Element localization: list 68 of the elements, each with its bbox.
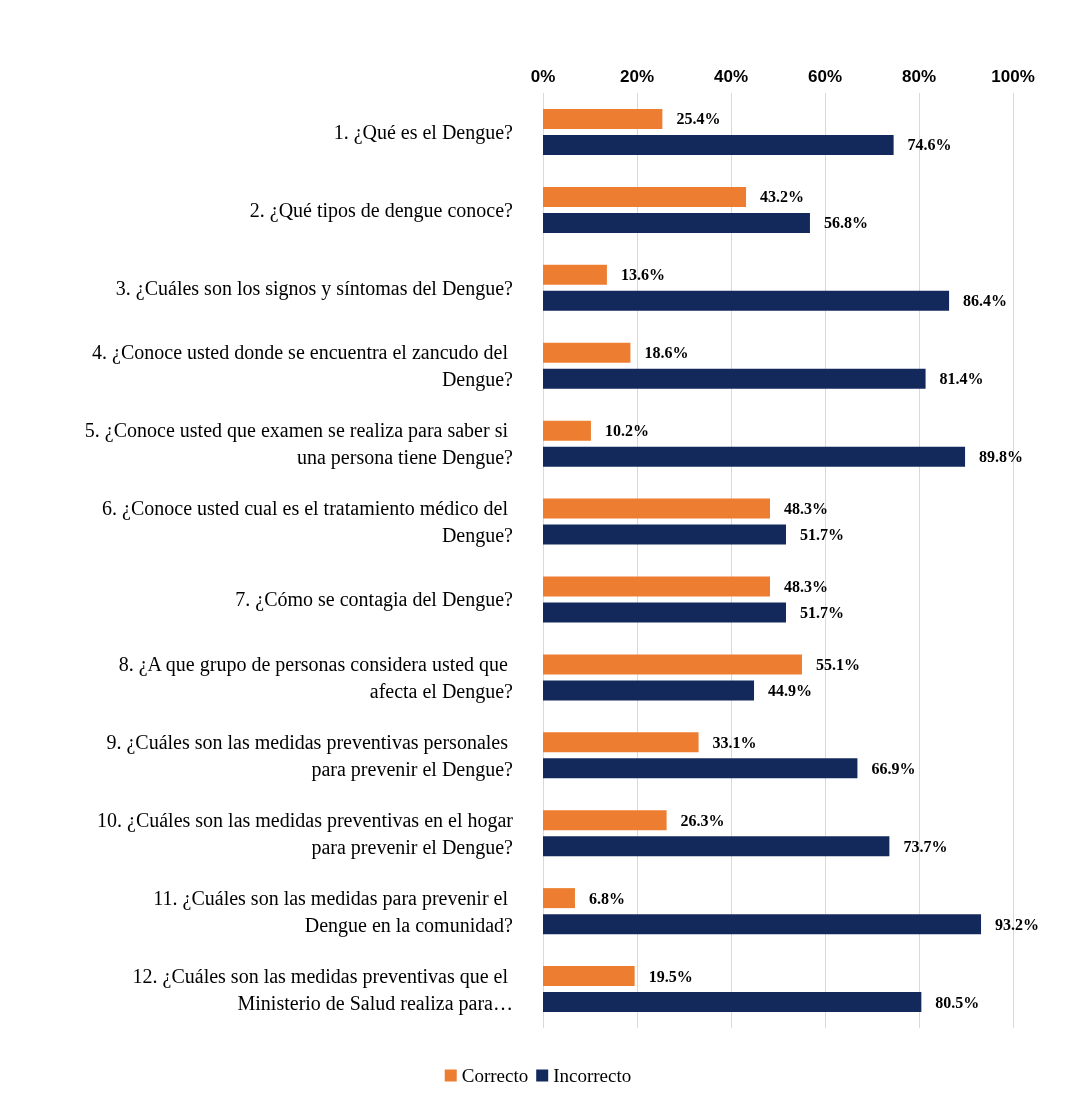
bar <box>543 576 771 597</box>
bar <box>543 290 950 311</box>
data-label: 25.4% <box>676 110 721 128</box>
y-tick-label: 1. ¿Qué es el Dengue? <box>333 120 514 144</box>
bar <box>543 966 635 987</box>
y-tick-label: 7. ¿Cómo se contagia del Dengue? <box>235 588 514 612</box>
x-tick-label: 80% <box>901 67 937 86</box>
y-tick-label: 3. ¿Cuáles son los signos y síntomas del Dengue? <box>115 276 514 300</box>
bar <box>543 108 663 129</box>
bar <box>543 342 631 363</box>
x-tick-label: 20% <box>619 67 655 86</box>
data-label: 48.3% <box>784 577 829 595</box>
data-label: 51.7% <box>799 526 844 544</box>
data-label: 26.3% <box>680 811 725 829</box>
bar <box>543 368 926 389</box>
data-label: 89.8% <box>979 448 1024 466</box>
data-label: 74.6% <box>907 136 952 154</box>
data-label: 66.9% <box>871 759 916 777</box>
data-label: 51.7% <box>799 603 844 621</box>
data-label: 80.5% <box>935 993 980 1011</box>
data-label: 86.4% <box>963 292 1008 310</box>
bar <box>543 732 699 753</box>
x-tick-label: 100% <box>991 67 1035 86</box>
bar <box>543 888 575 909</box>
data-label: 48.3% <box>784 500 829 518</box>
y-tick-label: 8. ¿A que grupo de personas considera usted que afecta el Dengue? <box>118 652 514 703</box>
x-tick-label: 60% <box>807 67 843 86</box>
data-label: 44.9% <box>768 681 813 699</box>
bar <box>543 914 982 935</box>
bar <box>543 602 786 623</box>
data-label: 10.2% <box>604 422 649 440</box>
legend-label: Incorrecto <box>553 1065 632 1086</box>
bar <box>543 446 966 467</box>
data-label: 33.1% <box>712 733 757 751</box>
legend-label: Correcto <box>461 1065 529 1086</box>
bar <box>543 186 747 207</box>
data-label: 18.6% <box>644 344 689 362</box>
data-label: 55.1% <box>815 655 860 673</box>
y-tick-label: 12. ¿Cuáles son las medidas preventivas que el Ministerio de Salud realiza para… <box>132 964 513 1015</box>
bar <box>543 758 858 779</box>
x-tick-label: 40% <box>713 67 749 86</box>
bar <box>543 836 890 857</box>
data-label: 19.5% <box>648 967 693 985</box>
bar <box>543 212 810 233</box>
y-tick-label: 4. ¿Conoce usted donde se encuentra el zancudo del Dengue? <box>92 341 514 392</box>
bar <box>543 134 894 155</box>
data-label: 6.8% <box>588 889 625 907</box>
bar <box>543 264 607 285</box>
data-label: 56.8% <box>823 214 868 232</box>
bar <box>543 420 591 441</box>
bar <box>543 680 755 701</box>
y-tick-label: 11. ¿Cuáles son las medidas para prevenir el Dengue en la comunidad? <box>153 886 514 937</box>
data-label: 73.7% <box>903 837 948 855</box>
x-tick-label: 0% <box>530 67 556 86</box>
y-tick-label: 5. ¿Conoce usted que examen se realiza para saber si una persona tiene Dengue? <box>84 419 514 470</box>
data-label: 43.2% <box>760 188 805 206</box>
y-tick-label: 9. ¿Cuáles son las medidas preventivas personales para prevenir el Dengue? <box>106 730 514 781</box>
bar <box>543 810 667 831</box>
bar <box>543 498 771 519</box>
data-label: 13.6% <box>620 266 665 284</box>
data-label: 93.2% <box>995 915 1040 933</box>
bar <box>543 524 786 545</box>
bar <box>543 992 922 1013</box>
y-tick-label: 2. ¿Qué tipos de dengue conoce? <box>249 198 514 222</box>
y-tick-label: 6. ¿Conoce usted cual es el tratamiento médico del Dengue? <box>102 497 514 548</box>
data-label: 81.4% <box>939 370 984 388</box>
bar <box>543 654 802 675</box>
y-tick-label: 10. ¿Cuáles son las medidas preventivas en el hogar para prevenir el Dengue? <box>97 808 514 859</box>
